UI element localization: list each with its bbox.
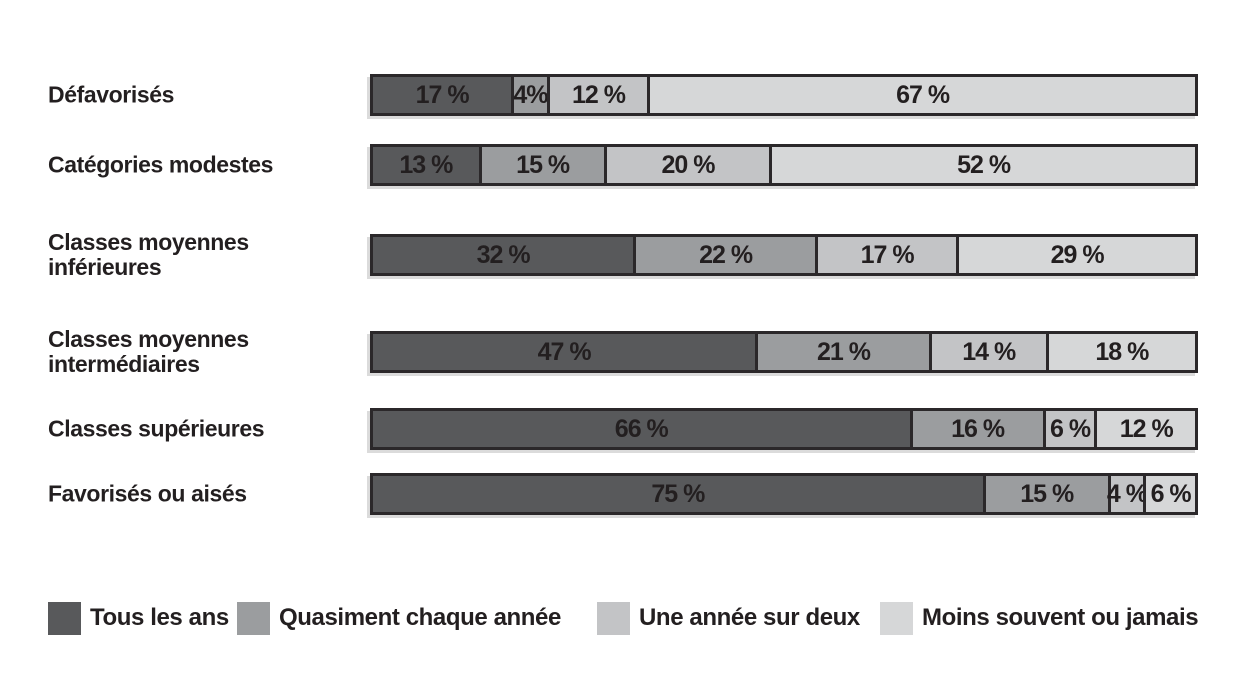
bar-segment: 75 %: [373, 476, 983, 512]
category-label: Classes supérieures: [48, 415, 265, 442]
legend-label: Tous les ans: [90, 604, 229, 631]
legend-swatch: [597, 601, 630, 635]
legend-item-moins-souvent-ou-jamais: Moins souvent ou jamais: [880, 601, 1199, 635]
bar-segment: 29 %: [956, 237, 1195, 273]
chart-row: Classes moyennes inférieures 32 % 22 % 17 %…: [0, 230, 1246, 280]
legend-label: Une année sur deux: [639, 604, 860, 631]
legend-label: Moins souvent ou jamais: [922, 604, 1199, 631]
stacked-bar: 75 % 15 % 4 % 6 %: [370, 473, 1198, 515]
legend-swatch: [880, 601, 913, 635]
bar-segment: 22 %: [633, 237, 816, 273]
bar-segment: 12 %: [546, 77, 648, 113]
legend-item-tous-les-ans: Tous les ans: [48, 601, 229, 635]
legend-swatch: [237, 601, 270, 635]
bar-segment: 47 %: [373, 334, 756, 370]
bar-segment: 15 %: [478, 147, 604, 183]
bar-segment: 17 %: [815, 237, 957, 273]
category-label: Favorisés ou aisés: [48, 480, 247, 507]
bar-segment: 66 %: [373, 411, 910, 447]
bar-segment: 21 %: [755, 334, 929, 370]
stacked-bar: 17 % 4% 12 % 67 %: [370, 74, 1198, 116]
bar-segment: 6 %: [1042, 411, 1095, 447]
bar-segment: 17 %: [373, 77, 512, 113]
stacked-bar: 66 % 16 % 6 % 12 %: [370, 408, 1198, 450]
category-label: Classes moyennes intermédiaires: [48, 326, 249, 377]
bar-segment: 4 %: [1107, 476, 1148, 512]
bar-segment: 67 %: [647, 77, 1195, 113]
stacked-bar: 47 % 21 % 14 % 18 %: [370, 331, 1198, 373]
bar-segment: 20 %: [603, 147, 770, 183]
bar-segment: 6 %: [1143, 476, 1195, 512]
bar-segment: 32 %: [373, 237, 634, 273]
chart-row: Favorisés ou aisés 75 % 15 % 4 % 6 %: [0, 473, 1246, 515]
category-label: Défavorisés: [48, 81, 175, 108]
bar-segment: 13 %: [373, 147, 479, 183]
stacked-bar: 13 % 15 % 20 % 52 %: [370, 144, 1198, 186]
stacked-bar: 32 % 22 % 17 % 29 %: [370, 234, 1198, 276]
legend-swatch: [48, 601, 81, 635]
chart-legend: Tous les ans Quasiment chaque année Une …: [0, 601, 1246, 637]
bar-segment: 18 %: [1045, 334, 1195, 370]
bar-segment: 16 %: [909, 411, 1043, 447]
bar-segment: 4%: [511, 77, 549, 113]
legend-label: Quasiment chaque année: [279, 604, 561, 631]
category-label: Classes moyennes inférieures: [48, 229, 249, 280]
bar-segment: 15 %: [982, 476, 1108, 512]
legend-item-quasiment-chaque-annee: Quasiment chaque année: [237, 601, 561, 635]
chart-row: Catégories modestes 13 % 15 % 20 % 52 %: [0, 144, 1246, 186]
chart-row: Défavorisés 17 % 4% 12 % 67 %: [0, 74, 1246, 116]
chart-row: Classes supérieures 66 % 16 % 6 % 12 %: [0, 408, 1246, 450]
chart-row: Classes moyennes intermédiaires 47 % 21 % 1…: [0, 327, 1246, 377]
bar-segment: 52 %: [769, 147, 1195, 183]
legend-item-une-annee-sur-deux: Une année sur deux: [597, 601, 860, 635]
category-label: Catégories modestes: [48, 151, 274, 178]
bar-segment: 12 %: [1094, 411, 1195, 447]
bar-segment: 14 %: [928, 334, 1046, 370]
